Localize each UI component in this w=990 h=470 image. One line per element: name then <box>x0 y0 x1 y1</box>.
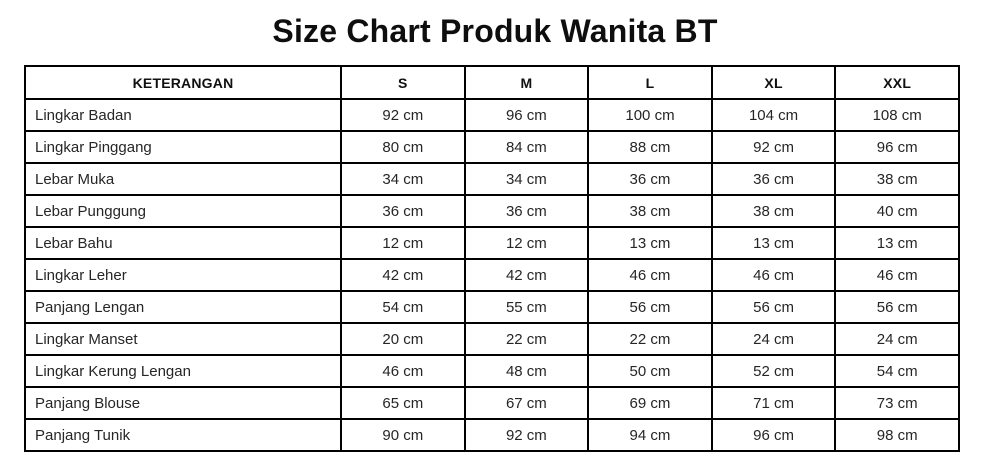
size-value-cell: 80 cm <box>340 130 466 165</box>
header-row: KETERANGAN S M L XL XXL <box>24 65 960 101</box>
table-row: Lingkar Kerung Lengan 46 cm 48 cm 50 cm 52 c… <box>24 354 960 389</box>
table-row: Lebar Bahu 12 cm 12 cm 13 cm 13 cm 13 cm <box>24 226 960 261</box>
column-header-size: XXL <box>834 65 960 101</box>
size-value-cell: 36 cm <box>340 194 466 229</box>
table-row: Lingkar Badan 92 cm 96 cm 100 cm 104 cm 108 c… <box>24 98 960 133</box>
table-row: Lingkar Pinggang 80 cm 84 cm 88 cm 92 cm 96 c… <box>24 130 960 165</box>
size-value-cell: 24 cm <box>834 322 960 357</box>
size-value-cell: 56 cm <box>834 290 960 325</box>
size-value-cell: 96 cm <box>463 98 590 133</box>
size-value-cell: 96 cm <box>834 130 960 165</box>
size-value-cell: 38 cm <box>710 194 837 229</box>
size-table-body: Lingkar Badan 92 cm 96 cm 100 cm 104 cm 108 c… <box>24 98 960 453</box>
row-label: Lingkar Kerung Lengan <box>24 354 342 389</box>
size-value-cell: 90 cm <box>340 418 466 453</box>
column-header-keterangan: KETERANGAN <box>24 65 342 101</box>
size-value-cell: 92 cm <box>340 98 466 133</box>
size-value-cell: 22 cm <box>587 322 713 357</box>
table-row: Lebar Muka 34 cm 34 cm 36 cm 36 cm 38 cm <box>24 162 960 197</box>
row-label: Panjang Blouse <box>24 386 342 421</box>
column-header-size: XL <box>710 65 837 101</box>
row-label: Lingkar Pinggang <box>24 130 342 165</box>
size-value-cell: 38 cm <box>834 162 960 197</box>
size-chart-table: KETERANGAN S M L XL XXL Lingkar Badan 92 cm 96 … <box>24 65 960 453</box>
size-value-cell: 13 cm <box>710 226 837 261</box>
size-value-cell: 12 cm <box>340 226 466 261</box>
size-value-cell: 36 cm <box>463 194 590 229</box>
row-label: Lebar Muka <box>24 162 342 197</box>
size-value-cell: 46 cm <box>834 258 960 293</box>
size-value-cell: 20 cm <box>340 322 466 357</box>
size-value-cell: 54 cm <box>340 290 466 325</box>
size-value-cell: 69 cm <box>587 386 713 421</box>
size-value-cell: 67 cm <box>463 386 590 421</box>
size-value-cell: 56 cm <box>587 290 713 325</box>
size-value-cell: 56 cm <box>710 290 837 325</box>
row-label: Lingkar Manset <box>24 322 342 357</box>
size-value-cell: 36 cm <box>710 162 837 197</box>
column-header-size: L <box>587 65 713 101</box>
size-value-cell: 13 cm <box>587 226 713 261</box>
size-value-cell: 48 cm <box>463 354 590 389</box>
size-value-cell: 98 cm <box>834 418 960 453</box>
row-label: Panjang Lengan <box>24 290 342 325</box>
row-label: Lingkar Leher <box>24 258 342 293</box>
size-value-cell: 13 cm <box>834 226 960 261</box>
column-header-size: S <box>340 65 466 101</box>
size-value-cell: 52 cm <box>710 354 837 389</box>
table-row: Lingkar Leher 42 cm 42 cm 46 cm 46 cm 46 cm <box>24 258 960 293</box>
size-value-cell: 88 cm <box>587 130 713 165</box>
row-label: Panjang Tunik <box>24 418 342 453</box>
size-value-cell: 84 cm <box>463 130 590 165</box>
row-label: Lebar Bahu <box>24 226 342 261</box>
size-value-cell: 46 cm <box>710 258 837 293</box>
row-label: Lingkar Badan <box>24 98 342 133</box>
table-row: Lebar Punggung 36 cm 36 cm 38 cm 38 cm 40 cm <box>24 194 960 229</box>
size-value-cell: 40 cm <box>834 194 960 229</box>
size-value-cell: 104 cm <box>710 98 837 133</box>
size-value-cell: 100 cm <box>587 98 713 133</box>
size-value-cell: 54 cm <box>834 354 960 389</box>
table-row: Panjang Lengan 54 cm 55 cm 56 cm 56 cm 56 cm <box>24 290 960 325</box>
column-header-size: M <box>463 65 590 101</box>
page-title: Size Chart Produk Wanita BT <box>272 13 718 49</box>
size-value-cell: 94 cm <box>587 418 713 453</box>
size-value-cell: 71 cm <box>710 386 837 421</box>
size-value-cell: 96 cm <box>710 418 837 453</box>
size-value-cell: 92 cm <box>463 418 590 453</box>
size-value-cell: 42 cm <box>340 258 466 293</box>
size-value-cell: 34 cm <box>340 162 466 197</box>
table-row: Panjang Blouse 65 cm 67 cm 69 cm 71 cm 73 cm <box>24 386 960 421</box>
size-value-cell: 73 cm <box>834 386 960 421</box>
size-value-cell: 42 cm <box>463 258 590 293</box>
size-value-cell: 92 cm <box>710 130 837 165</box>
size-value-cell: 46 cm <box>340 354 466 389</box>
table-row: Lingkar Manset 20 cm 22 cm 22 cm 24 cm 24 cm <box>24 322 960 357</box>
row-label: Lebar Punggung <box>24 194 342 229</box>
size-value-cell: 34 cm <box>463 162 590 197</box>
size-value-cell: 55 cm <box>463 290 590 325</box>
size-value-cell: 24 cm <box>710 322 837 357</box>
table-row: Panjang Tunik 90 cm 92 cm 94 cm 96 cm 98 cm <box>24 418 960 453</box>
size-value-cell: 65 cm <box>340 386 466 421</box>
size-value-cell: 22 cm <box>463 322 590 357</box>
size-value-cell: 108 cm <box>834 98 960 133</box>
size-value-cell: 50 cm <box>587 354 713 389</box>
size-value-cell: 12 cm <box>463 226 590 261</box>
size-value-cell: 36 cm <box>587 162 713 197</box>
size-value-cell: 46 cm <box>587 258 713 293</box>
size-value-cell: 38 cm <box>587 194 713 229</box>
